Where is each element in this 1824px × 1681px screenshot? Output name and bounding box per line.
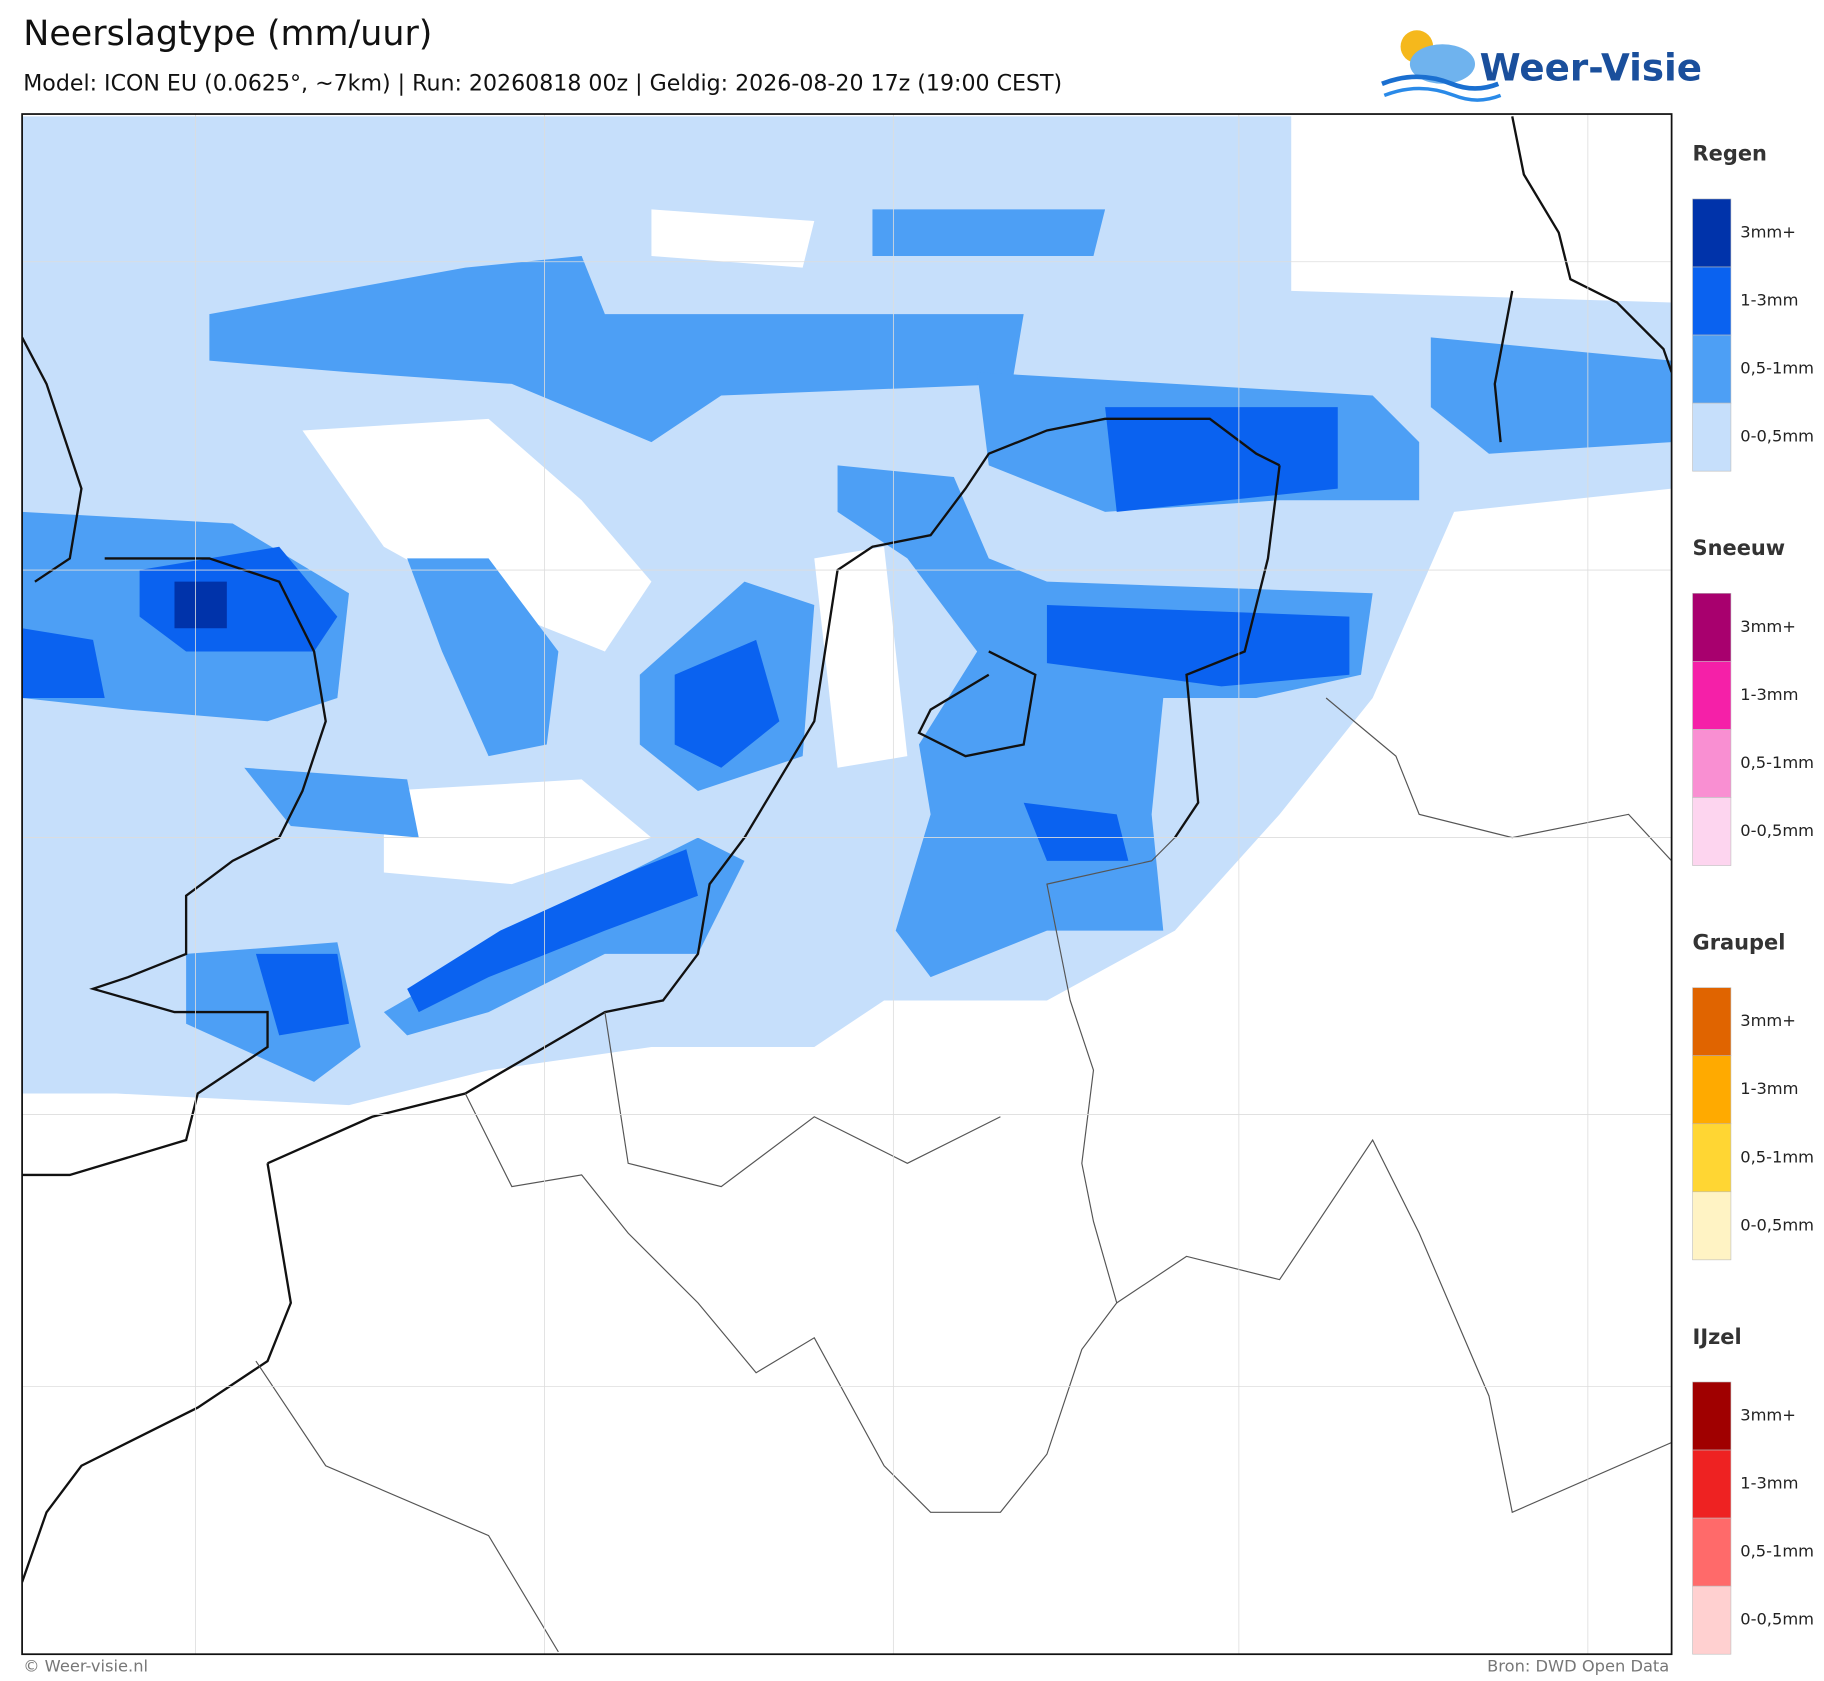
legend-label: 0,5-1mm: [1740, 1147, 1814, 1166]
legend-title: IJzel: [1693, 1325, 1742, 1349]
legend-label: 3mm+: [1740, 1011, 1796, 1030]
logo-cloud: [1409, 44, 1476, 84]
footer-left: © Weer-visie.nl: [23, 1657, 148, 1676]
legend-swatch: [1692, 198, 1732, 268]
legend-label: 0,5-1mm: [1740, 359, 1814, 378]
legend-label: 1-3mm: [1740, 291, 1798, 310]
map: [22, 114, 1672, 1655]
legend-swatch: [1692, 1517, 1732, 1587]
legend-swatch: [1692, 1585, 1732, 1655]
borders: [255, 697, 1672, 1653]
title: Neerslagtype (mm/uur): [23, 14, 432, 54]
legend-swatch: [1692, 1381, 1732, 1451]
legend-swatch: [1692, 266, 1732, 336]
legend-label: 3mm+: [1740, 1406, 1796, 1425]
legend: Regen 3mm+ 1-3mm 0,5-1mm 0-0,5mm Sneeuw 3mm+ 1-…: [1692, 142, 1814, 1655]
legend-label: 1-3mm: [1740, 1079, 1798, 1098]
legend-swatch: [1692, 797, 1732, 866]
legend-swatch: [1692, 1123, 1732, 1193]
legend-label: 0-0,5mm: [1740, 1215, 1814, 1234]
legend-label: 1-3mm: [1740, 1474, 1798, 1493]
legend-title: Graupel: [1693, 930, 1786, 954]
legend-swatch: [1692, 1055, 1732, 1125]
legend-label: 0-0,5mm: [1740, 821, 1814, 840]
legend-swatch: [1692, 661, 1732, 730]
legend-label: 0-0,5mm: [1740, 427, 1814, 446]
legend-label: 3mm+: [1740, 617, 1796, 636]
logo-wave: [1381, 74, 1500, 91]
precip-gap: [302, 209, 908, 885]
footer-right: Bron: DWD Open Data: [1487, 1657, 1669, 1676]
legend-label: 0,5-1mm: [1740, 753, 1814, 772]
legend-swatch: [1692, 1449, 1732, 1519]
logo-text: Weer-Visie: [1480, 45, 1702, 89]
legend-label: 0-0,5mm: [1740, 1610, 1814, 1629]
legend-swatch: [1692, 987, 1732, 1056]
legend-title: Regen: [1693, 142, 1767, 166]
logo: Weer-Visie: [1381, 30, 1702, 102]
legend-title: Sneeuw: [1693, 536, 1786, 560]
legend-label: 0,5-1mm: [1740, 1542, 1814, 1561]
subtitle: Model: ICON EU (0.0625°, ~7km) | Run: 20…: [23, 70, 1062, 96]
legend-swatch: [1692, 1191, 1732, 1261]
legend-swatch: [1692, 593, 1732, 662]
legend-swatch: [1692, 402, 1732, 472]
legend-label: 1-3mm: [1740, 685, 1798, 704]
precip-extreme: [174, 581, 227, 629]
map-frame: [21, 113, 1673, 1656]
legend-label: 3mm+: [1740, 222, 1796, 241]
legend-swatch: [1692, 334, 1732, 404]
logo-wave: [1383, 86, 1502, 102]
legend-swatch: [1692, 729, 1732, 798]
graticule: [22, 114, 1672, 1655]
